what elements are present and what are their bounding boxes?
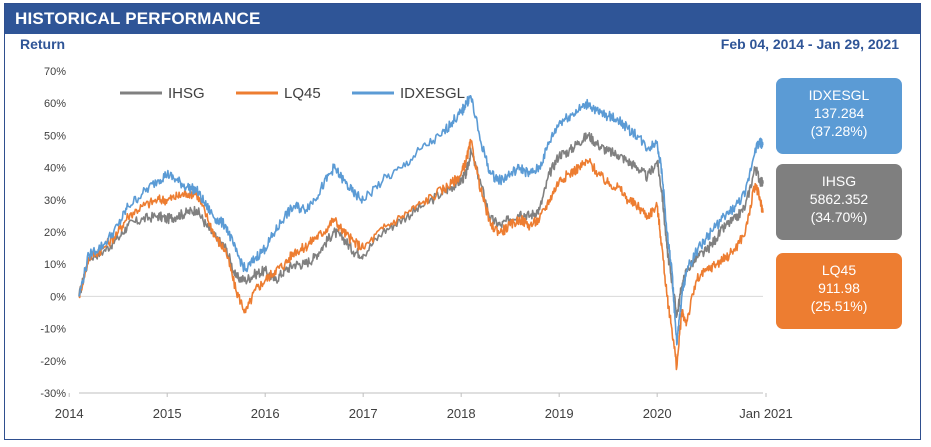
date-range: Feb 04, 2014 - Jan 29, 2021 xyxy=(720,36,899,52)
x-tick-label: 2015 xyxy=(153,406,182,421)
lq45-summary-box: LQ45 911.98 (25.51%) xyxy=(776,253,902,329)
y-tick-label: -20% xyxy=(40,356,66,368)
lq45-name: LQ45 xyxy=(821,262,857,278)
ihsg-name: IHSG xyxy=(821,173,857,189)
lq45-value: 911.98 xyxy=(818,280,860,296)
idxesgl-change: (37.28%) xyxy=(810,123,868,139)
lq45-change: (25.51%) xyxy=(810,298,868,314)
idxesgl-value: 137.284 xyxy=(813,105,865,121)
series-line-ihsg xyxy=(78,132,764,319)
y-tick-label: -30% xyxy=(40,388,66,400)
y-tick-label: 40% xyxy=(44,163,66,175)
x-tick-label: 2014 xyxy=(55,406,84,421)
y-tick-label: 60% xyxy=(44,98,66,110)
legend-label-idxesgl: IDXESGL xyxy=(400,85,465,102)
y-tick-label: 20% xyxy=(44,227,66,239)
x-tick-label: Jan 2021 xyxy=(739,406,793,421)
chart-frame xyxy=(4,3,921,440)
x-tick-label: 2018 xyxy=(447,406,476,421)
header-bar: HISTORICAL PERFORMANCE xyxy=(5,4,920,34)
y-tick-label: 10% xyxy=(44,259,66,271)
x-tick-label: 2016 xyxy=(251,406,280,421)
x-tick-label: 2017 xyxy=(349,406,378,421)
idxesgl-summary-box: IDXESGL 137.284 (37.28%) xyxy=(776,78,902,154)
legend-label-ihsg: IHSG xyxy=(168,85,205,102)
x-tick-label: 2019 xyxy=(545,406,574,421)
y-tick-label: 0% xyxy=(50,291,66,303)
y-tick-label: 70% xyxy=(44,66,66,78)
idxesgl-name: IDXESGL xyxy=(808,87,870,103)
y-tick-label: 50% xyxy=(44,130,66,142)
ihsg-change: (34.70%) xyxy=(810,209,868,225)
y-tick-label: -10% xyxy=(40,324,66,336)
series-line-lq45 xyxy=(78,138,764,371)
y-tick-label: 30% xyxy=(44,195,66,207)
y-axis-label: Return xyxy=(20,36,66,52)
legend-label-lq45: LQ45 xyxy=(284,85,321,102)
header-title: HISTORICAL PERFORMANCE xyxy=(15,9,261,28)
ihsg-value: 5862.352 xyxy=(809,191,869,207)
series-line-idxesgl xyxy=(78,95,764,346)
x-tick-label: 2020 xyxy=(643,406,672,421)
ihsg-summary-box: IHSG 5862.352 (34.70%) xyxy=(776,164,902,240)
